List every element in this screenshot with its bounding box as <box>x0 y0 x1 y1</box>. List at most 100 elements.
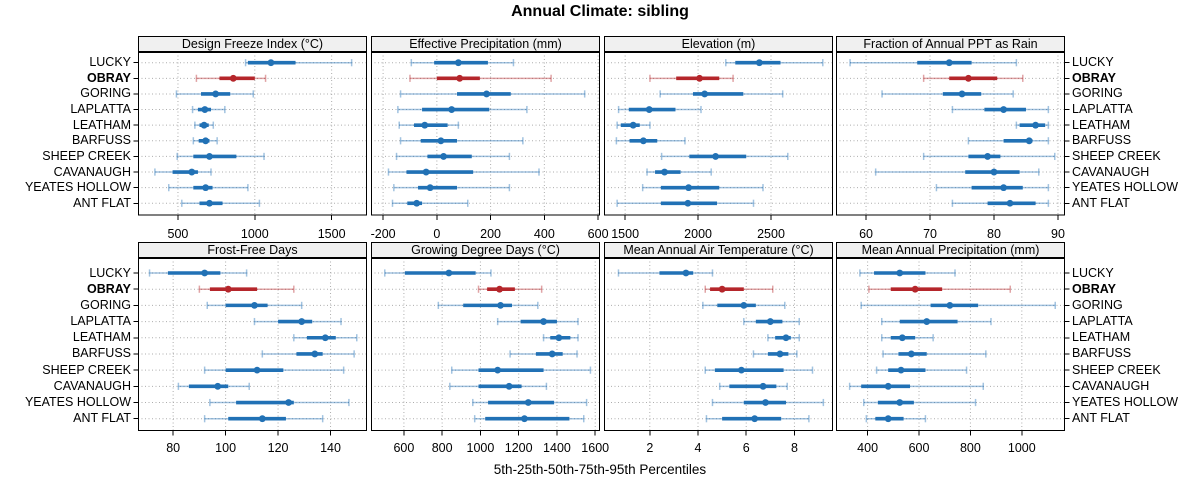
series-obray <box>868 285 1012 293</box>
series-lucky <box>725 59 824 67</box>
x-tick-label: 90 <box>1051 227 1065 241</box>
chart-title: Annual Climate: sibling <box>511 3 689 20</box>
series-cavanaugh <box>646 168 712 176</box>
series-sheep-creek <box>203 366 345 374</box>
series-leatham <box>542 334 579 342</box>
series-yeates-hollow <box>711 398 825 407</box>
series-ant-flat <box>203 415 324 423</box>
panel-plot <box>370 51 601 220</box>
series-yeates-hollow <box>393 184 511 192</box>
panel-plot <box>835 257 1070 436</box>
series-barfuss <box>752 350 798 358</box>
site-label-right: LEATHAM <box>1072 330 1131 345</box>
series-goring <box>702 301 786 309</box>
series-leatham <box>398 121 460 129</box>
site-label-left: LUCKY <box>89 55 131 70</box>
x-tick-label: 400 <box>533 227 555 241</box>
site-label-left: YEATES HOLLOW <box>24 395 131 410</box>
series-barfuss <box>261 350 355 358</box>
site-label-left: LAPLATTA <box>70 314 131 329</box>
series-barfuss <box>967 137 1050 145</box>
series-lucky <box>859 269 956 277</box>
series-lucky <box>244 59 353 67</box>
series-barfuss <box>882 350 987 358</box>
series-goring <box>437 301 539 309</box>
series-goring <box>860 301 1056 309</box>
series-barfuss <box>192 137 218 145</box>
series-goring <box>206 301 303 309</box>
series-laplatta <box>253 317 342 326</box>
series-laplatta <box>951 105 1050 114</box>
site-label-right: LUCKY <box>1072 55 1114 70</box>
series-ant-flat <box>473 415 585 423</box>
panel-strip-title: Elevation (m) <box>681 37 756 51</box>
panel-strip: Mean Annual Air Temperature (°C) <box>604 242 833 258</box>
x-tick-label: 6 <box>742 441 750 455</box>
site-label-right: SHEEP CREEK <box>1072 148 1161 163</box>
site-label-left: YEATES HOLLOW <box>24 180 131 195</box>
panel-strip: Fraction of Annual PPT as Rain <box>836 36 1065 52</box>
site-label-left: GORING <box>80 86 131 101</box>
x-tick-label: 1600 <box>581 441 610 455</box>
x-tick-label: 400 <box>857 441 879 455</box>
panel-strip-title: Mean Annual Air Temperature (°C) <box>623 243 814 257</box>
series-obray <box>922 74 1024 82</box>
x-tick-label: 4 <box>694 441 702 455</box>
panel-strip-title: Mean Annual Precipitation (mm) <box>861 243 1040 257</box>
site-label-right: ANT FLAT <box>1072 195 1130 210</box>
site-label-right: SHEEP CREEK <box>1072 362 1161 377</box>
series-ant-flat <box>616 199 755 207</box>
site-label-right: OBRAY <box>1072 281 1116 296</box>
series-leatham <box>293 334 358 342</box>
x-tick-label: 2 <box>646 441 654 455</box>
series-cavanaugh <box>874 168 1040 176</box>
axis-caption: 5th-25th-50th-75th-95th Percentiles <box>493 462 707 477</box>
series-leatham <box>616 121 651 129</box>
site-label-right: ANT FLAT <box>1072 411 1130 426</box>
x-tick-label: 500 <box>167 227 189 241</box>
site-label-right: BARFUSS <box>1072 133 1132 148</box>
site-label-right: LUCKY <box>1072 265 1114 280</box>
x-tick-label: 80 <box>987 227 1001 241</box>
series-ant-flat <box>951 199 1050 207</box>
series-sheep-creek <box>875 366 968 374</box>
series-obray <box>198 285 295 293</box>
x-tick-label: 1000 <box>1007 441 1036 455</box>
series-sheep-creek <box>660 152 789 161</box>
series-leatham <box>1015 121 1050 129</box>
x-tick-label: 1400 <box>543 441 571 455</box>
site-label-left: OBRAY <box>87 281 131 296</box>
series-yeates-hollow <box>167 184 249 192</box>
x-tick-label: 140 <box>320 441 341 455</box>
panel-plot <box>603 51 834 220</box>
site-label-left: SHEEP CREEK <box>42 362 131 377</box>
x-tick-label: 1000 <box>240 227 269 241</box>
x-tick-label: 60 <box>859 227 874 241</box>
series-cavanaugh <box>718 382 788 390</box>
series-sheep-creek <box>395 152 511 161</box>
site-label-left: LEATHAM <box>72 330 131 345</box>
x-tick-label: 8 <box>790 441 798 455</box>
series-lucky <box>849 59 1018 67</box>
series-sheep-creek <box>176 152 265 161</box>
series-obray <box>195 74 267 82</box>
series-goring <box>881 90 1014 98</box>
panel-strip: Effective Precipitation (mm) <box>371 36 600 52</box>
x-tick-label: 70 <box>923 227 937 241</box>
site-label-left: LAPLATTA <box>70 102 131 117</box>
site-label-right: GORING <box>1072 86 1123 101</box>
panel-strip-title: Design Freeze Index (°C) <box>181 37 324 51</box>
site-label-left: SHEEP CREEK <box>42 148 131 163</box>
series-leatham <box>194 121 215 129</box>
series-cavanaugh <box>449 382 548 390</box>
x-tick-label: 80 <box>166 441 181 455</box>
series-sheep-creek <box>450 366 592 374</box>
site-label-right: LEATHAM <box>1072 117 1131 132</box>
series-ant-flat <box>865 415 927 423</box>
x-tick-label: 200 <box>480 227 502 241</box>
panel-plot <box>835 51 1070 220</box>
series-lucky <box>384 269 492 277</box>
site-label-right: YEATES HOLLOW <box>1072 180 1179 195</box>
series-lucky <box>617 269 714 277</box>
site-label-left: CAVANAUGH <box>53 164 131 179</box>
